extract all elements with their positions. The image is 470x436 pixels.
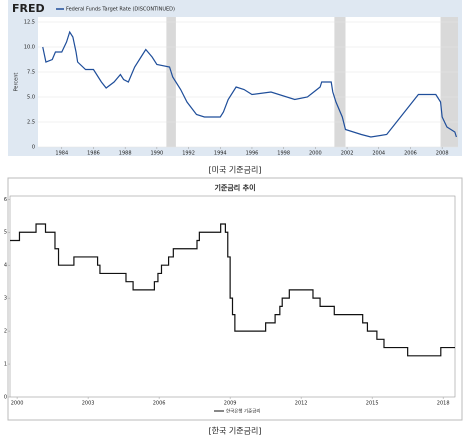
- legend-label: Federal Funds Target Rate (DISCONTINUED): [66, 7, 175, 13]
- caption: [한국 기준금리]: [209, 427, 262, 436]
- x-tick-label: 2004: [372, 151, 385, 157]
- x-tick-label: 2008: [436, 151, 449, 157]
- x-tick-label: 2009: [224, 401, 237, 407]
- plot-frame: [9, 195, 456, 398]
- x-tick-label: 2012: [295, 401, 308, 407]
- y-tick-label: 7.5: [27, 70, 35, 76]
- y-tick-label: 12.5: [24, 20, 35, 26]
- x-tick-label: 1996: [246, 151, 259, 157]
- recession-band: [334, 17, 346, 147]
- data-line: [10, 223, 455, 357]
- x-tick-label: 1988: [119, 151, 132, 157]
- y-axis-label: Percent: [14, 73, 20, 92]
- y-tick-label: 5.0: [27, 95, 35, 101]
- x-tick-label: 2015: [366, 401, 379, 407]
- x-tick-label: 1998: [277, 151, 290, 157]
- recession-band: [440, 17, 458, 147]
- y-tick-label: 10.0: [24, 45, 35, 51]
- chart-title: 기준금리 추이: [214, 183, 255, 192]
- x-tick-label: 1984: [55, 151, 68, 157]
- y-tick-label: 5: [4, 230, 7, 236]
- x-tick-label: 2002: [341, 151, 354, 157]
- x-tick-label: 2006: [153, 401, 166, 407]
- y-tick-label: 0: [4, 395, 7, 401]
- y-tick-label: 3: [4, 296, 7, 302]
- y-tick-label: 0: [32, 145, 35, 151]
- x-tick-label: 2006: [404, 151, 417, 157]
- caption: [미국 기준금리]: [209, 166, 262, 175]
- korea-panel: [7, 177, 463, 421]
- x-tick-label: 1994: [214, 151, 227, 157]
- y-tick-label: 6: [4, 197, 7, 203]
- y-tick-label: 2.5: [27, 120, 35, 126]
- y-tick-label: 2: [4, 329, 7, 335]
- y-tick-label: 4: [4, 263, 7, 269]
- x-tick-label: 2000: [309, 151, 322, 157]
- legend-label: 한국은행 기준금리: [226, 408, 261, 415]
- x-tick-label: 1986: [87, 151, 100, 157]
- logo: FRED: [12, 2, 45, 15]
- recession-band: [166, 17, 176, 147]
- plot-area: [38, 17, 458, 147]
- x-tick-label: 1990: [151, 151, 164, 157]
- x-tick-label: 2000: [11, 401, 24, 407]
- y-tick-label: 1: [4, 362, 7, 368]
- x-tick-label: 1992: [182, 151, 195, 157]
- x-tick-label: 2018: [437, 401, 450, 407]
- x-tick-label: 2003: [82, 401, 95, 407]
- data-line: [42, 30, 457, 138]
